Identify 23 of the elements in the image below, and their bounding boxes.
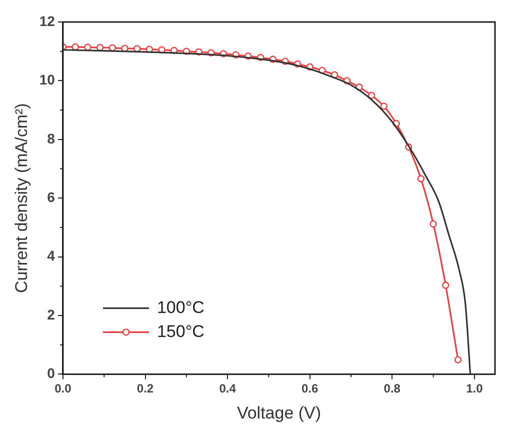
y-tick-label: 4	[47, 248, 56, 264]
y-tick-label: 12	[39, 12, 56, 29]
legend-label: 100°C	[156, 298, 204, 317]
y-tick-label: 10	[39, 72, 56, 88]
point	[417, 175, 425, 182]
x-axis-title: Voltage (V)	[236, 403, 322, 422]
y-tick-label: 2	[47, 306, 56, 322]
y-axis-title: Current density (mA/cm²)	[12, 103, 31, 294]
x-tick-label: 0.6	[302, 382, 319, 396]
y-tick-label: 6	[47, 188, 56, 205]
x-tick-label: 0.0	[54, 382, 72, 396]
point	[368, 92, 376, 99]
x-tick-label: 0.8	[384, 382, 401, 396]
y-tick-label: 0	[47, 365, 56, 382]
x-tick-label: 0.2	[136, 382, 154, 396]
point	[430, 220, 437, 228]
x-tick-label: 1.0	[466, 382, 484, 396]
legend-label: 150°C	[156, 322, 204, 341]
y-tick-label: 8	[47, 130, 56, 146]
x-tick-label: 0.4	[219, 382, 236, 396]
point	[380, 102, 388, 110]
point	[442, 282, 450, 289]
point	[454, 356, 462, 364]
